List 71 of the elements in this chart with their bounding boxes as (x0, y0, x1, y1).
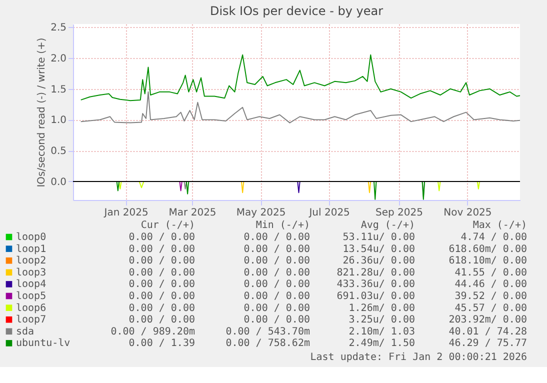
text: Min (-/+) (256, 220, 310, 231)
legend-label: loop3 (16, 267, 46, 278)
text: 0.00 / 0.00 (244, 267, 310, 278)
x-tick-label: Jul 2025 (308, 208, 350, 218)
text: 40.01 / 74.28 (448, 326, 527, 338)
text: 0.00 / 0.00 (128, 291, 195, 302)
text: 0.00 / 0.00 (128, 244, 195, 255)
text: 3.25u/ 0.00 (348, 314, 415, 326)
legend-label: ubuntu-lv (16, 338, 70, 350)
y-tick-label: 0.0 (50, 176, 66, 188)
text: Avg (-/+) (360, 220, 415, 231)
text: 13.54u/ 0.00 (342, 244, 415, 255)
text: 41.55 / 0.00 (454, 267, 527, 278)
text: 0.00 / 0.00 (128, 232, 195, 243)
text: 1.26m/ 0.00 (348, 302, 415, 314)
text: 0.00 / 0.00 (244, 232, 310, 243)
x-tick-label: Mar 2025 (168, 208, 216, 218)
text: 2.49m/ 1.50 (348, 338, 415, 350)
x-tick-label: Jan 2025 (103, 208, 148, 218)
text: 0.00 / 0.00 (128, 256, 195, 267)
text: 0.00 / 0.00 (244, 302, 310, 314)
y-tick-label: 1.5 (50, 84, 66, 96)
text: 618.60m/ 0.00 (448, 244, 527, 255)
text: Last update: Fri Jan 2 00:00:21 2026 (310, 352, 527, 363)
legend-label: loop1 (16, 244, 46, 255)
y-tick-label: 2.0 (50, 53, 66, 64)
text: 691.03u/ 0.00 (336, 291, 415, 302)
text: 0.00 / 543.70m (226, 326, 310, 338)
text: 0.00 / 0.00 (128, 279, 195, 290)
legend-label: loop2 (16, 256, 46, 267)
text: 821.28u/ 0.00 (336, 267, 415, 278)
legend-label: loop7 (16, 314, 46, 326)
text: 0.00 / 0.00 (128, 302, 195, 314)
y-tick-label: 1.0 (50, 115, 66, 126)
chart-title: Disk IOs per device - by year (210, 4, 384, 18)
text: 39.52 / 0.00 (454, 291, 527, 302)
y-axis-title: IOs/second read (-) / write (+) (36, 38, 48, 188)
text: 0.00 / 989.20m (110, 326, 195, 338)
text: 0.00 / 0.00 (128, 314, 195, 326)
text: 46.29 / 75.77 (448, 338, 527, 350)
legend-label: loop4 (16, 279, 46, 290)
text: 0.00 / 0.00 (244, 256, 310, 267)
text: 44.46 / 0.00 (454, 279, 527, 290)
legend-label: loop6 (16, 302, 46, 314)
text: 618.10m/ 0.00 (448, 256, 527, 267)
text: Cur (-/+) (140, 220, 195, 231)
text: 0.00 / 0.00 (128, 267, 195, 278)
text: 0.00 / 0.00 (244, 279, 310, 290)
text: 203.92m/ 0.00 (448, 314, 527, 326)
text: 2.10m/ 1.03 (348, 326, 415, 338)
x-tick-label: Nov 2025 (444, 208, 492, 218)
text: 4.74 / 0.00 (460, 232, 527, 243)
y-tick-label: 0.5 (50, 146, 66, 158)
x-tick-label: May 2025 (236, 208, 286, 218)
x-tick-label: Sep 2025 (375, 208, 423, 218)
line-series (80, 91, 520, 124)
text: Max (-/+) (472, 220, 527, 231)
text: 45.57 / 0.00 (454, 302, 527, 314)
text: 0.00 / 758.62m (226, 338, 310, 350)
legend-label: loop5 (16, 291, 46, 302)
text: 433.36u/ 0.00 (336, 279, 415, 290)
text: 26.36u/ 0.00 (342, 256, 415, 267)
legend-label: loop0 (16, 232, 46, 243)
text: 53.11u/ 0.00 (342, 232, 415, 243)
text: 0.00 / 1.39 (128, 338, 195, 350)
legend-label: sda (16, 326, 34, 338)
text: 0.00 / 0.00 (244, 244, 310, 255)
text: 0.00 / 0.00 (244, 314, 310, 326)
line-series (80, 54, 520, 102)
text: 0.00 / 0.00 (244, 291, 310, 302)
y-tick-label: 2.5 (50, 22, 66, 34)
